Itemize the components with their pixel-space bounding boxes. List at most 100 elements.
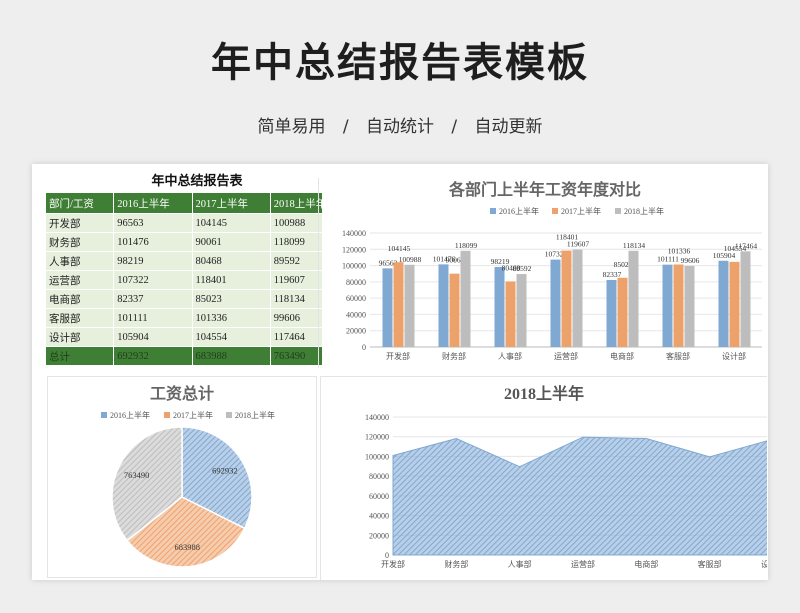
data-label: 80468	[502, 263, 521, 272]
bar-chart-panel: 各部门上半年工资年度对比 2016上半年 2017上半年 2018上半年 0 20000 4…	[322, 172, 768, 372]
y-tick-label: 140000	[365, 413, 389, 422]
value-cell: 80468	[191, 251, 271, 271]
pie-slice	[126, 496, 246, 568]
table-title: 年中总结报告表	[151, 174, 243, 189]
x-tick-label: 财务部	[444, 559, 468, 569]
dept-cell: 人事部	[44, 251, 115, 271]
slice-label: 763490	[124, 470, 150, 480]
dept-cell: 财务部	[44, 232, 115, 252]
y-tick-label: 0	[362, 343, 366, 352]
legend-swatch	[101, 412, 107, 418]
x-tick-label: 设计部	[761, 559, 767, 569]
value-cell: 90061	[191, 232, 271, 252]
data-label: 117464	[735, 241, 757, 250]
value-cell: 101111	[113, 308, 193, 328]
y-tick-label: 20000	[369, 531, 389, 540]
bar	[516, 274, 527, 347]
pie-slice	[181, 426, 253, 530]
data-label: 104554	[724, 244, 747, 253]
dept-cell: 电商部	[44, 289, 115, 309]
total-cell: 总计	[44, 346, 115, 366]
bar	[740, 251, 751, 347]
value-cell: 101336	[191, 308, 271, 328]
y-tick-label: 140000	[342, 229, 366, 238]
data-label: 101111	[657, 255, 679, 264]
bar	[460, 250, 471, 347]
data-label: 90061	[446, 256, 465, 265]
bar	[505, 281, 516, 347]
tag-separator: /	[342, 117, 349, 137]
data-label: 100988	[399, 255, 422, 264]
chart-title: 2018上半年	[504, 384, 584, 403]
y-tick-label: 80000	[369, 472, 389, 481]
legend-label: 2017上半年	[173, 410, 213, 420]
chart-title: 各部门上半年工资年度对比	[448, 180, 641, 199]
value-cell: 104145	[191, 213, 271, 233]
pie-chart-panel: 工资总计 2016上半年 2017上半年 2018上半年 692932 683988 763…	[47, 376, 317, 578]
legend-swatch	[490, 208, 496, 214]
bar	[550, 259, 561, 347]
value-cell: 82337	[113, 289, 193, 309]
header-cell: 2017上半年	[191, 192, 271, 214]
bar	[606, 279, 617, 347]
x-tick-label: 开发部	[381, 559, 405, 569]
bar	[382, 268, 393, 347]
bar-chart: 各部门上半年工资年度对比 2016上半年 2017上半年 2018上半年 0 20000 4…	[342, 180, 762, 361]
value-cell: 98219	[113, 251, 193, 271]
area-chart: 2018上半年 0 20000 40000 60000 80000 100000 120000…	[365, 384, 768, 569]
y-tick-label: 100000	[365, 452, 389, 461]
chart-title: 工资总计	[150, 384, 214, 403]
y-tick-label: 0	[385, 551, 389, 560]
bar	[393, 262, 404, 347]
page-title: 年中总结报告表模板	[211, 40, 589, 86]
value-cell: 104554	[191, 327, 271, 347]
legend-label: 2016上半年	[499, 206, 539, 216]
bar	[718, 260, 729, 347]
value-cell: 85023	[191, 289, 271, 309]
x-tick-label: 运营部	[554, 351, 578, 361]
bar	[662, 264, 673, 347]
value-cell: 101476	[113, 232, 193, 252]
total-cell: 683988	[191, 346, 271, 366]
data-label: 101336	[668, 246, 691, 255]
tag-auto-update: 自动更新	[474, 117, 543, 137]
x-tick-label: 客服部	[666, 351, 690, 361]
x-tick-label: 开发部	[386, 351, 410, 361]
data-label: 118134	[623, 241, 645, 250]
legend-label: 2017上半年	[561, 206, 601, 216]
x-tick-label: 电商部	[610, 351, 634, 361]
x-tick-label: 客服部	[698, 559, 722, 569]
x-tick-label: 财务部	[442, 351, 466, 361]
subtitle-tags: 简单易用 / 自动统计 / 自动更新	[0, 112, 800, 137]
data-label: 101476	[433, 254, 456, 263]
dept-cell: 运营部	[44, 270, 115, 290]
x-tick-label: 运营部	[571, 559, 595, 569]
table-row: 运营部 107322 118401 119607	[44, 270, 350, 290]
bar	[617, 277, 628, 347]
total-cell: 692932	[113, 346, 193, 366]
value-cell: 105904	[113, 327, 193, 347]
y-tick-label: 20000	[346, 327, 366, 336]
bar	[494, 267, 505, 347]
x-tick-label: 电商部	[634, 559, 658, 569]
legend-label: 2018上半年	[235, 410, 275, 420]
bar	[449, 273, 460, 347]
bar	[404, 264, 415, 347]
data-label: 82337	[603, 270, 622, 279]
pie-slice	[111, 426, 183, 542]
tag-easy: 简单易用	[257, 117, 326, 137]
data-label: 85023	[614, 260, 633, 269]
bar	[561, 250, 572, 347]
bar	[673, 264, 684, 347]
value-cell: 107322	[113, 270, 193, 290]
data-label: 98219	[491, 257, 510, 266]
table-row: 人事部 98219 80468 89592	[44, 251, 350, 271]
y-tick-label: 120000	[365, 433, 389, 442]
tag-auto-stat: 自动统计	[366, 117, 434, 137]
y-tick-label: 100000	[342, 262, 366, 271]
dept-cell: 开发部	[44, 213, 115, 233]
dept-cell: 客服部	[44, 308, 115, 328]
x-tick-label: 人事部	[498, 351, 522, 361]
data-label: 105904	[713, 251, 736, 260]
